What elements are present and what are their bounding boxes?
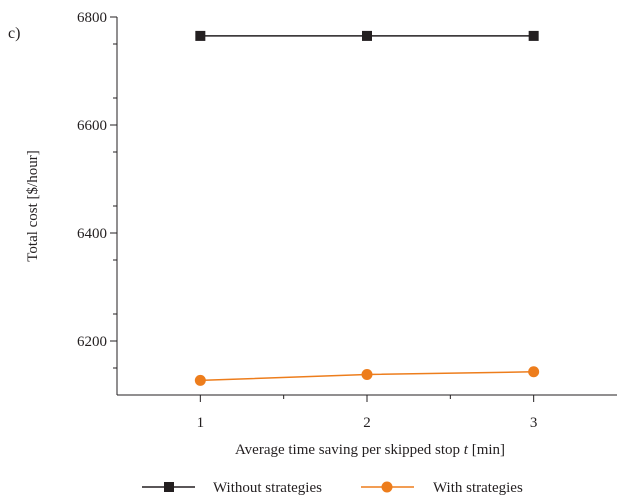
x-ticks: 1 2 3 bbox=[197, 395, 538, 431]
y-axis-label: Total cost [$/hour] bbox=[25, 150, 41, 261]
y-tick-label: 6800 bbox=[77, 10, 107, 26]
x-axis-label: Average time saving per skipped stop t [… bbox=[235, 442, 505, 458]
legend-marker-with bbox=[381, 481, 393, 493]
x-axis-label-symbol: t bbox=[464, 442, 469, 458]
x-tick-label: 3 bbox=[530, 415, 538, 431]
point-without bbox=[528, 30, 539, 41]
y-tick-label: 6200 bbox=[77, 334, 107, 350]
series-group bbox=[194, 30, 540, 386]
legend-label-with: With strategies bbox=[433, 480, 523, 496]
point-without bbox=[195, 30, 206, 41]
y-tick-label: 6600 bbox=[77, 118, 107, 134]
point-with bbox=[361, 368, 373, 380]
point-with bbox=[528, 366, 540, 378]
y-tick-label: 6400 bbox=[77, 226, 107, 242]
x-tick-label: 2 bbox=[363, 415, 371, 431]
panel-label: c) bbox=[8, 25, 20, 42]
legend-marker-without bbox=[164, 482, 174, 492]
x-axis-label-unit: [min] bbox=[472, 442, 505, 458]
x-axis-label-text: Average time saving per skipped stop bbox=[235, 442, 460, 458]
legend: Without strategies With strategies bbox=[142, 480, 523, 496]
y-ticks: 6200 6400 6600 6800 bbox=[77, 10, 117, 369]
point-without bbox=[362, 30, 372, 41]
legend-label-without: Without strategies bbox=[213, 480, 322, 496]
x-tick-label: 1 bbox=[197, 415, 205, 431]
point-with bbox=[194, 374, 206, 386]
